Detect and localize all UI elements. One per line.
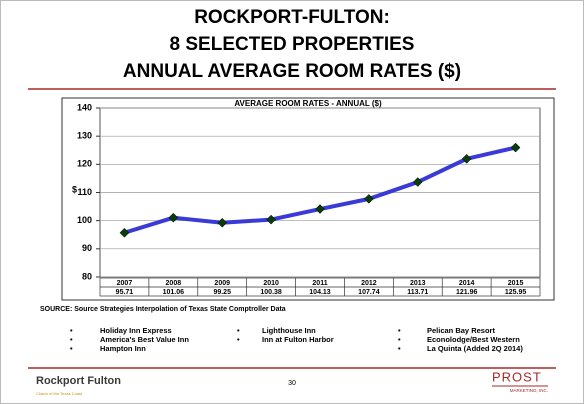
property: Lighthouse Inn [262, 326, 316, 335]
x-tick-label: 2007 [117, 280, 133, 287]
data-marker [217, 217, 228, 228]
value-label: 104.13 [309, 289, 331, 296]
x-tick-label: 2008 [166, 280, 182, 287]
y-tick-label: 130 [77, 131, 92, 141]
slide-title: ROCKPORT-FULTON: [194, 7, 390, 28]
property: Holiday Inn Express [100, 326, 172, 335]
bullet: • [398, 335, 401, 344]
data-marker [461, 153, 472, 164]
slide-title: ANNUAL AVERAGE ROOM RATES ($) [123, 61, 461, 82]
value-label: 100.38 [260, 289, 282, 296]
bullet: • [398, 326, 401, 335]
y-tick-label: 90 [82, 243, 92, 253]
value-label: 99.25 [213, 289, 231, 296]
chart-frame [61, 97, 555, 301]
property-list: • • • • • • • • Holiday Inn Express Amer… [70, 326, 523, 353]
value-label: 107.74 [358, 289, 380, 296]
logo-left-tagline: Charm of the Texas Coast [36, 391, 83, 396]
x-tick-label: 2011 [312, 280, 327, 287]
bullet: • [237, 326, 240, 335]
value-label: 113.71 [407, 289, 428, 296]
source-note: SOURCE: Source Strategies Interpolation … [40, 306, 286, 313]
bullet: • [70, 335, 73, 344]
y-tick-label: 100 [77, 215, 92, 225]
bullet: • [398, 344, 401, 353]
property: Pelican Bay Resort [427, 326, 495, 335]
logo-left: Rockport Fulton [36, 375, 121, 387]
x-tick-label: 2009 [214, 280, 230, 287]
data-marker [119, 227, 130, 238]
y-tick-label: 140 [77, 102, 92, 112]
property: America's Best Value Inn [100, 335, 189, 344]
y-axis-label: $ [72, 184, 77, 194]
value-label: 125.95 [505, 289, 527, 296]
data-marker [364, 194, 374, 204]
page-number: 30 [288, 380, 296, 387]
data-marker [266, 214, 276, 225]
bullet: • [70, 326, 73, 335]
bullet: • [70, 344, 73, 353]
property: Econolodge/Best Western [427, 335, 520, 344]
property: Inn at Fulton Harbor [262, 335, 334, 344]
x-tick-label: 2015 [508, 280, 524, 287]
logo-right-sub: MARKETING, INC. [510, 388, 548, 393]
x-tick-label: 2012 [361, 280, 377, 287]
value-label: 101.06 [163, 289, 185, 296]
x-tick-label: 2010 [263, 280, 279, 287]
slide-title: 8 SELECTED PROPERTIES [170, 34, 415, 55]
chart-title: AVERAGE ROOM RATES - ANNUAL ($) [234, 99, 382, 108]
bullet: • [237, 335, 240, 344]
property: La Quinta (Added 2Q 2014) [427, 344, 523, 353]
x-tick-label: 2014 [459, 280, 475, 287]
x-tick-label: 2013 [410, 280, 426, 287]
data-marker [510, 142, 521, 153]
data-marker [412, 177, 423, 187]
data-marker [315, 204, 325, 214]
y-tick-label: 110 [77, 187, 92, 197]
data-marker [168, 212, 179, 223]
y-tick-label: 120 [77, 159, 92, 169]
value-label: 95.71 [116, 289, 134, 296]
y-tick-label: 80 [82, 271, 92, 281]
property: Hampton Inn [100, 344, 146, 353]
value-label: 121.96 [456, 289, 478, 296]
logo-right: PROST [492, 369, 542, 384]
